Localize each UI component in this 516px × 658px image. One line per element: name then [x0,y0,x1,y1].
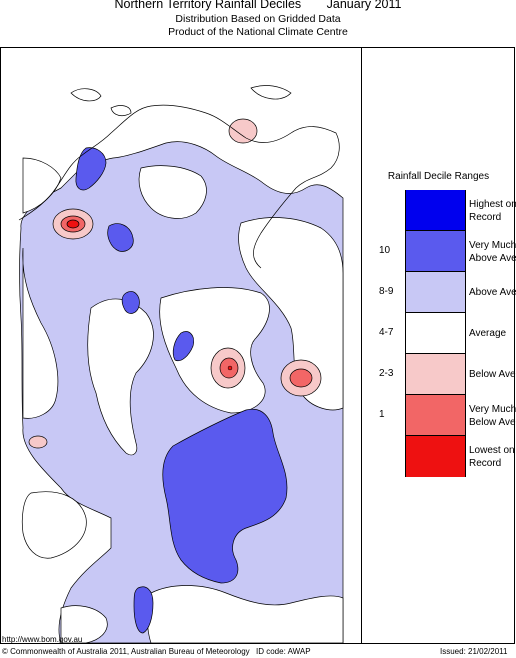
map-subtitle-distribution: Distribution Based on Gridded Data [175,13,341,25]
legend-swatch-1 [406,231,465,272]
map-title-period: January 2011 [326,0,402,11]
region-very-much-above-west-1 [107,223,134,252]
legend-range-5: 1 [379,409,385,420]
legend-swatch-5 [406,395,465,436]
map-frame [0,47,515,644]
region-very-much-above-central [172,331,195,362]
legend-swatch-2 [406,272,465,313]
legend-swatch-4 [406,354,465,395]
legend-label-1: Very Much Above Average [469,240,516,264]
region-lowest-west [66,219,80,229]
legend-label-5: Very Much Below Average [469,404,516,428]
region-average-south-west [21,491,87,559]
map-title-region: Northern Territory Rainfall Deciles [114,0,302,11]
region-below-average-sw [28,435,48,449]
legend-label-6: Lowest on Record [469,445,515,469]
legend-title: Rainfall Decile Ranges [387,171,490,182]
region-average-south [146,585,344,643]
region-very-much-above-nw [75,147,107,191]
legend-range-3: 4-7 [379,327,394,338]
legend-swatch-0 [406,190,465,231]
footer-id-code: ID code: AWAP [256,647,311,656]
legend-divider [361,47,362,644]
region-very-much-above-south-central [162,408,288,584]
map-subtitle-product: Product of the National Climate Centre [168,26,348,38]
legend-label-4: Below Average [469,369,516,380]
legend-label-3: Average [469,328,507,339]
region-average-central [159,287,270,414]
region-very-much-below-east [289,368,313,388]
region-very-much-above-south [133,586,154,634]
footer-issued: Issued: 21/02/2011 [440,647,508,656]
legend-range-4: 2-3 [379,368,394,379]
footer-copyright: © Commonwealth of Australia 2011, Austra… [2,647,250,656]
rainfall-decile-map [18,85,344,643]
region-below-average-north [228,118,258,144]
coastline-north [18,104,340,269]
legend-swatch-3 [406,313,465,354]
region-very-much-above-west-2 [121,291,140,314]
region-average-northwest [22,247,59,419]
legend-swatch-6 [406,436,465,477]
coastline-islands [70,85,292,117]
region-average-west-coast [22,157,62,214]
region-lowest-central [227,365,233,371]
legend-label-2: Above Average [469,287,516,298]
map-title: Northern Territory Rainfall Deciles Janu… [0,0,516,11]
legend-range-1: 10 [379,245,391,256]
legend-label-0: Highest on Record [469,199,516,223]
region-average-central-west [87,298,154,456]
region-average-north-central [138,165,207,219]
legend-range-2: 8-9 [379,286,394,297]
region-average-south-pocket [60,605,108,643]
footer-url[interactable]: http://www.bom.gov.au [2,635,83,644]
